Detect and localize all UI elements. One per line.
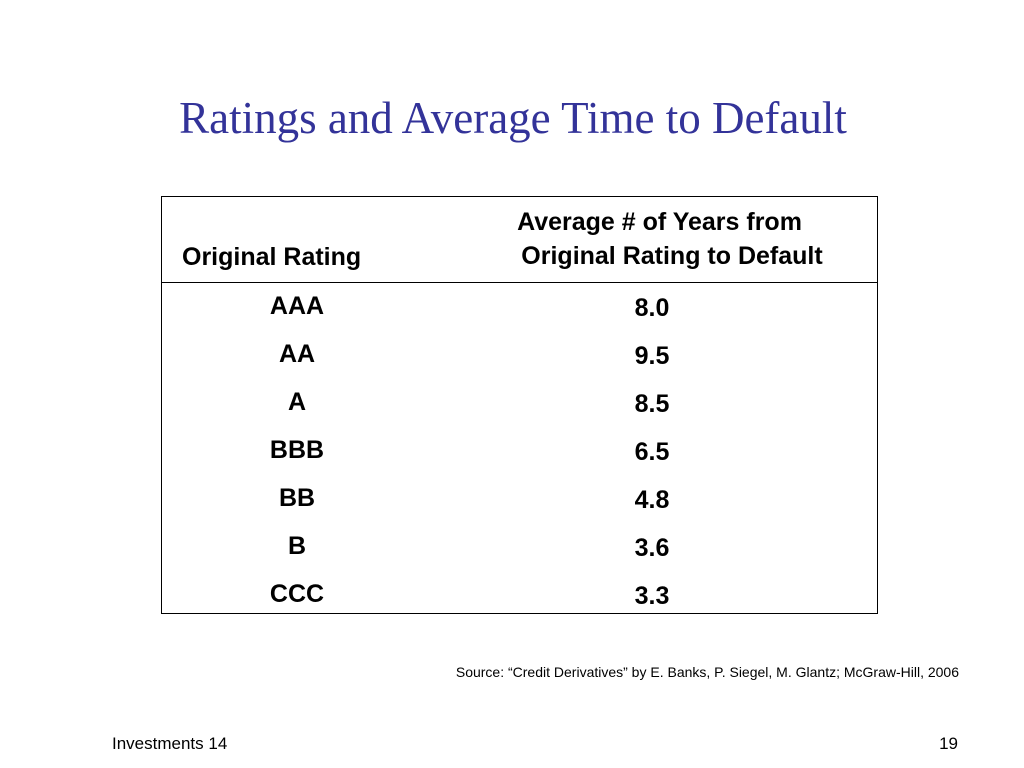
source-citation: Source: “Credit Derivatives” by E. Banks… bbox=[455, 664, 959, 680]
table-row: B 3.6 bbox=[162, 523, 877, 571]
years-cell: 8.5 bbox=[634, 390, 670, 418]
years-cell: 6.5 bbox=[634, 438, 670, 466]
header-average-years: Average # of Years from Original Rating … bbox=[472, 205, 872, 273]
years-cell: 3.6 bbox=[634, 534, 670, 562]
table-body: AAA 8.0 AA 9.5 A 8.5 BBB 6.5 BB 4.8 B 3.… bbox=[162, 283, 877, 619]
rating-cell: CCC bbox=[269, 580, 325, 608]
years-cell: 8.0 bbox=[634, 294, 670, 322]
table-header: Original Rating Average # of Years from … bbox=[162, 197, 877, 283]
table-row: BBB 6.5 bbox=[162, 427, 877, 475]
table-row: AA 9.5 bbox=[162, 331, 877, 379]
years-cell: 9.5 bbox=[634, 342, 670, 370]
rating-cell: A bbox=[287, 388, 307, 416]
ratings-table: Original Rating Average # of Years from … bbox=[161, 196, 878, 614]
header-average-years-line2: Original Rating to Default bbox=[521, 242, 823, 270]
rating-cell: AA bbox=[278, 340, 316, 368]
header-average-years-line1: Average # of Years from bbox=[517, 208, 802, 236]
rating-cell: BBB bbox=[269, 436, 325, 464]
table-row: BB 4.8 bbox=[162, 475, 877, 523]
table-row: A 8.5 bbox=[162, 379, 877, 427]
footer-page-number: 19 bbox=[939, 734, 958, 753]
header-original-rating: Original Rating bbox=[182, 243, 362, 271]
table-row: AAA 8.0 bbox=[162, 283, 877, 331]
rating-cell: AAA bbox=[269, 292, 325, 320]
slide-title: Ratings and Average Time to Default bbox=[179, 93, 847, 143]
years-cell: 4.8 bbox=[634, 486, 670, 514]
table-row: CCC 3.3 bbox=[162, 571, 877, 619]
rating-cell: BB bbox=[278, 484, 316, 512]
rating-cell: B bbox=[287, 532, 307, 560]
footer-course-label: Investments 14 bbox=[112, 734, 228, 753]
years-cell: 3.3 bbox=[634, 582, 670, 610]
